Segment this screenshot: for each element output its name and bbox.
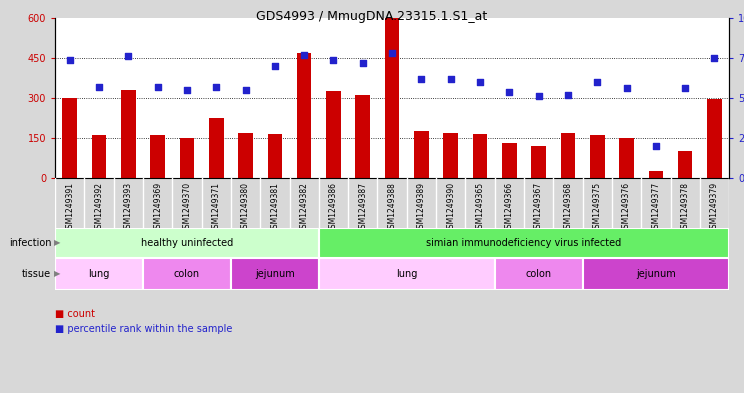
Point [386,50,398,56]
Text: tissue: tissue [22,269,51,279]
Point [357,60,369,66]
Text: GSM1249392: GSM1249392 [94,182,103,233]
Text: GSM1249369: GSM1249369 [153,182,162,233]
Point [650,143,662,149]
Text: GDS4993 / MmugDNA.23315.1.S1_at: GDS4993 / MmugDNA.23315.1.S1_at [257,10,487,23]
Bar [143,258,231,290]
Bar [649,171,663,178]
Text: healthy uninfected: healthy uninfected [141,238,233,248]
Text: GSM1249393: GSM1249393 [124,182,133,233]
Bar [561,133,575,178]
Bar [531,146,546,178]
Text: GSM1249375: GSM1249375 [593,182,602,233]
Point [64,57,76,63]
Bar [583,258,729,290]
Point [415,76,427,82]
Bar [62,98,77,178]
Bar [414,131,429,178]
Bar [678,151,693,178]
Text: GSM1249379: GSM1249379 [710,182,719,233]
Point [708,55,720,61]
Bar [179,138,194,178]
Point [298,51,310,58]
Text: GSM1249370: GSM1249370 [182,182,191,233]
Text: GSM1249387: GSM1249387 [359,182,368,233]
Point [679,85,691,92]
Point [591,79,603,85]
Bar [121,90,135,178]
Text: GSM1249382: GSM1249382 [300,182,309,233]
Bar [385,18,400,178]
Text: GSM1249371: GSM1249371 [212,182,221,233]
Text: GSM1249386: GSM1249386 [329,182,338,233]
Point [269,63,280,69]
Text: ■ count: ■ count [55,309,95,319]
Text: GSM1249380: GSM1249380 [241,182,250,233]
Text: lung: lung [396,269,417,279]
Bar [238,133,253,178]
Bar [297,53,312,178]
Point [620,85,632,92]
Bar [55,228,319,258]
Bar [502,143,516,178]
Bar [268,134,282,178]
Text: ▶: ▶ [54,270,61,279]
Bar [619,138,634,178]
Point [327,57,339,63]
Bar [707,99,722,178]
Text: GSM1249389: GSM1249389 [417,182,426,233]
Text: GSM1249368: GSM1249368 [563,182,572,233]
Bar [231,258,319,290]
Bar [472,134,487,178]
Text: lung: lung [89,269,109,279]
Bar [319,258,495,290]
Point [93,84,105,90]
Bar [319,228,729,258]
Text: colon: colon [525,269,552,279]
Text: GSM1249391: GSM1249391 [65,182,74,233]
Text: GSM1249367: GSM1249367 [534,182,543,233]
Text: simian immunodeficiency virus infected: simian immunodeficiency virus infected [426,238,621,248]
Text: ■ percentile rank within the sample: ■ percentile rank within the sample [55,324,232,334]
Text: ▶: ▶ [54,239,61,248]
Point [240,87,251,93]
Text: GSM1249381: GSM1249381 [270,182,279,233]
Text: GSM1249377: GSM1249377 [651,182,661,233]
Text: jejunum: jejunum [636,269,676,279]
Bar [590,135,605,178]
Text: infection: infection [9,238,51,248]
Point [474,79,486,85]
Text: GSM1249390: GSM1249390 [446,182,455,233]
Bar [495,258,583,290]
Point [562,92,574,98]
Bar [209,118,224,178]
Text: GSM1249376: GSM1249376 [622,182,631,233]
Bar [326,91,341,178]
Text: GSM1249366: GSM1249366 [505,182,514,233]
Bar [150,135,165,178]
Text: colon: colon [174,269,200,279]
Text: GSM1249388: GSM1249388 [388,182,397,233]
Point [152,84,164,90]
Text: GSM1249365: GSM1249365 [475,182,484,233]
Text: jejunum: jejunum [255,269,295,279]
Bar [443,133,458,178]
Point [181,87,193,93]
Bar [92,135,106,178]
Text: GSM1249378: GSM1249378 [681,182,690,233]
Point [533,93,545,99]
Bar [55,258,143,290]
Point [504,88,516,95]
Bar [356,95,370,178]
Point [445,76,457,82]
Point [211,84,222,90]
Point [122,53,134,60]
